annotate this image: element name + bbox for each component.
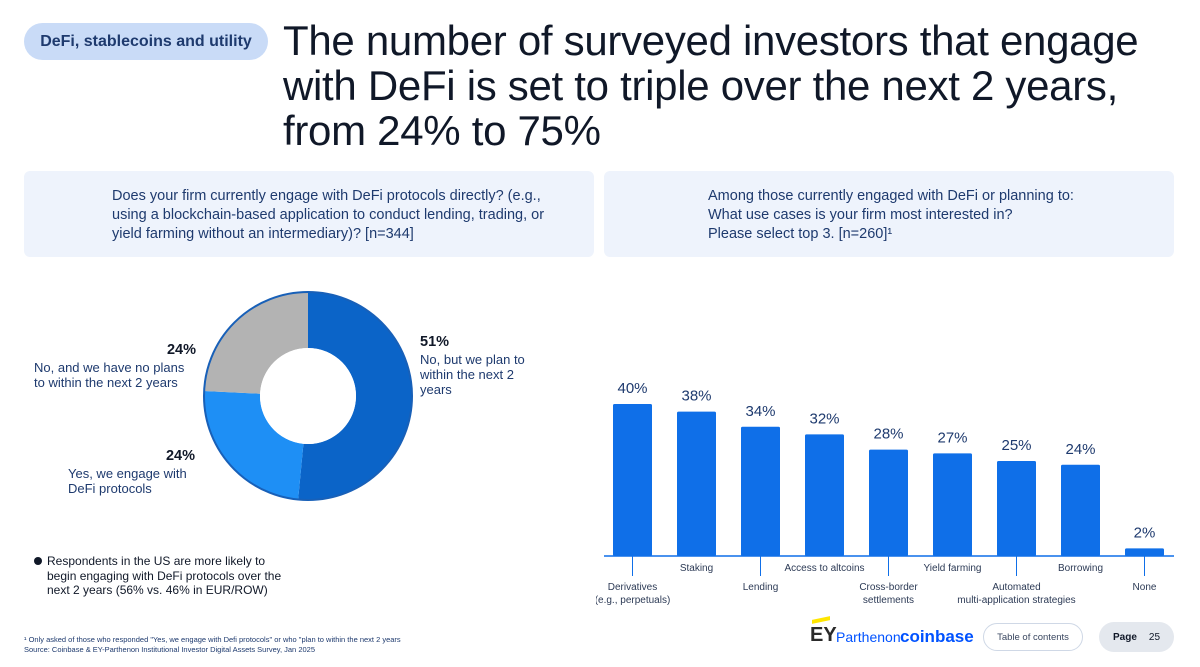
bar-value-label: 27%	[937, 429, 967, 446]
bar	[1061, 464, 1100, 556]
pie-label-plan: 51% No, but we plan to within the next 2…	[420, 334, 540, 398]
donut-slice	[204, 391, 304, 500]
pie-label-noplan: 24% No, and we have no plans to within t…	[34, 342, 196, 391]
category-label: Cross-border	[859, 582, 918, 593]
bullet-note: Respondents in the US are more likely to…	[34, 554, 284, 598]
pie-pct-plan: 51%	[420, 334, 450, 350]
ey-logo-mark	[812, 616, 830, 624]
page-number: 25	[1148, 631, 1161, 643]
ey-logo: EY	[810, 616, 837, 647]
ey-logo-text: EY	[810, 624, 837, 646]
category-label: None	[1133, 582, 1157, 593]
category-label: multi-application strategies	[957, 595, 1075, 606]
bar	[741, 426, 780, 556]
bar-value-label: 28%	[873, 426, 903, 443]
page-label: Page	[1112, 631, 1137, 643]
category-label: Automated	[992, 582, 1040, 593]
pie-text-noplan: No, and we have no plans to within the n…	[34, 360, 185, 390]
bar-value-label: 32%	[809, 410, 839, 427]
bullet-note-text: Respondents in the US are more likely to…	[47, 554, 282, 597]
category-label: Yield farming	[924, 563, 982, 574]
parthenon-logo: Parthenon	[836, 629, 901, 645]
bar-value-label: 24%	[1065, 441, 1095, 458]
bar	[869, 449, 908, 556]
donut-chart	[203, 291, 413, 501]
bar-value-label: 2%	[1134, 524, 1156, 541]
category-label: Staking	[680, 563, 713, 574]
footnote-1: ¹ Only asked of those who responded "Yes…	[24, 635, 401, 644]
question-left-text: Does your firm currently engage with DeF…	[112, 188, 545, 242]
question-panel-right: Among those currently engaged with DeFi …	[604, 171, 1174, 257]
question-right-line: Among those currently engaged with DeFi …	[708, 188, 1074, 204]
bar-chart: 40% Derivatives (e.g., perpetuals) 38% Staki…	[596, 380, 1174, 606]
coinbase-logo: coinbase	[900, 627, 974, 646]
pie-pct-noplan: 24%	[166, 342, 196, 358]
bar	[997, 461, 1036, 556]
footnote: ¹ Only asked of those who responded "Yes…	[24, 635, 564, 655]
footnote-source: Source: Coinbase & EY-Parthenon Institut…	[24, 645, 315, 654]
pie-text-engage: Yes, we engage with DeFi protocols	[68, 466, 187, 496]
category-label: settlements	[863, 595, 914, 606]
donut-hole	[260, 348, 356, 444]
question-right-line: Please select top 3. [n=260]¹	[708, 226, 893, 242]
bar	[613, 404, 652, 556]
question-right-text: Among those currently engaged with DeFi …	[708, 187, 1148, 244]
pie-label-engage: 24% Yes, we engage with DeFi protocols	[68, 448, 195, 497]
pie-text-plan: No, but we plan to within the next 2 yea…	[420, 352, 525, 397]
donut-slice	[298, 292, 412, 500]
table-of-contents-button[interactable]: Table of contents	[983, 623, 1083, 651]
donut-slice	[204, 292, 308, 394]
bar	[933, 453, 972, 556]
question-panel-left: Does your firm currently engage with DeF…	[24, 171, 594, 257]
bar-value-label: 25%	[1001, 437, 1031, 454]
bullet-dot	[34, 557, 42, 565]
bar	[805, 434, 844, 556]
bar	[1125, 548, 1164, 556]
question-right-line: What use cases is your firm most interes…	[708, 207, 1013, 223]
pie-pct-engage: 24%	[165, 448, 195, 464]
bar-value-label: 34%	[745, 403, 775, 420]
category-label: (e.g., perpetuals)	[596, 595, 670, 606]
category-label: Access to altcoins	[784, 563, 864, 574]
page-indicator: Page 25	[1099, 622, 1174, 652]
donut-outline	[203, 291, 413, 501]
bar-value-label: 38%	[681, 388, 711, 405]
category-label: Derivatives	[608, 582, 657, 593]
bar-value-label: 40%	[617, 380, 647, 397]
category-label: Borrowing	[1058, 563, 1103, 574]
page-title: The number of surveyed investors that en…	[283, 17, 1139, 154]
category-label: Lending	[743, 582, 779, 593]
section-tag: DeFi, stablecoins and utility	[24, 23, 268, 60]
bar	[677, 411, 716, 556]
